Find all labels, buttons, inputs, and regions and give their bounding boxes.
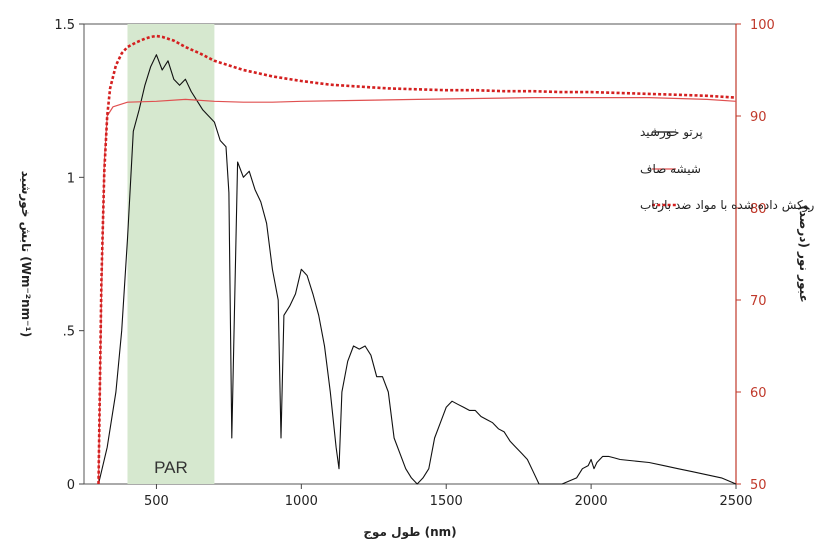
x-tick-label: 2000 (575, 494, 608, 509)
right-axis-title: عبور نور (درصد) (796, 205, 811, 302)
x-tick-label: 500 (144, 494, 169, 509)
par-band-label: PAR (154, 458, 188, 477)
y-left-tick-label: 0 (67, 478, 75, 493)
y-right-tick-label: 100 (750, 18, 775, 33)
x-tick-label: 2500 (719, 494, 752, 509)
y-right-tick-label: 60 (750, 386, 767, 401)
x-axis-title: طول موج (nm) (363, 525, 456, 540)
legend-label: شیشه صاف (640, 162, 701, 176)
y-left-tick-label: 1 (67, 171, 75, 186)
y-left-tick-label: 1.5 (54, 18, 75, 33)
y-right-tick-label: 80 (750, 202, 767, 217)
legend-label: شیشه صاف روکش داده شده با مواد ضد بازتاب (640, 198, 815, 213)
x-tick-label: 1000 (285, 494, 318, 509)
x-tick-label: 1500 (430, 494, 463, 509)
y-right-tick-label: 70 (750, 294, 767, 309)
right-axis-ticks: 50 60 70 80 90 100 (736, 18, 775, 493)
series-line-1 (97, 54, 737, 485)
legend: پرتو خورشید شیشه صاف شیشه صاف روکش داده شد… (640, 125, 815, 213)
left-axis-title: تابش خورشید (Wm⁻²nm⁻¹) (18, 171, 33, 338)
series-line-3 (97, 34, 737, 485)
series-lines (97, 34, 737, 485)
x-axis-ticks: 500 1000 1500 2000 2500 (144, 484, 753, 509)
y-left-tick-label: .5 (63, 325, 75, 340)
legend-label: پرتو خورشید (640, 125, 703, 140)
y-right-tick-label: 90 (750, 110, 767, 125)
left-axis-ticks: 0 .5 1 1.5 (54, 18, 84, 493)
y-right-tick-label: 50 (750, 478, 767, 493)
par-band (127, 24, 215, 484)
